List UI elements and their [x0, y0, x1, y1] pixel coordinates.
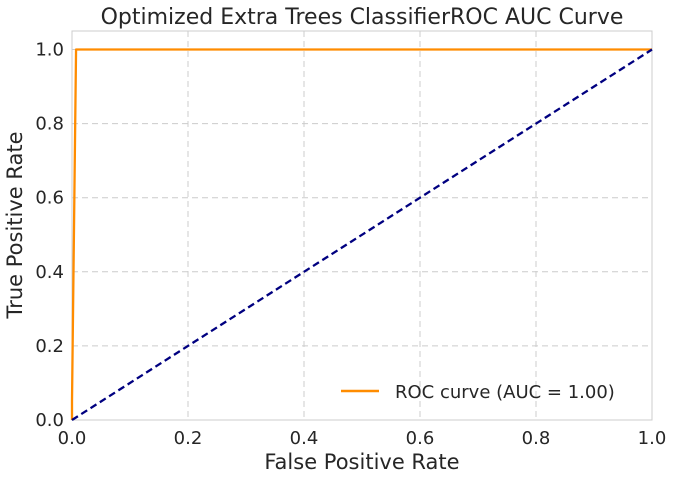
x-axis-label: False Positive Rate	[264, 450, 459, 474]
roc-curve-line	[70, 48, 652, 420]
tick-labels: 0.0 0.2 0.4 0.6 0.8 1.0 0.0 0.2 0.4 0.6 0.8 1.0	[35, 40, 666, 449]
y-tick-label: 0.2	[35, 336, 64, 357]
legend-label-roc: ROC curve (AUC = 1.00)	[395, 382, 615, 403]
y-axis-label: True Positive Rate	[3, 131, 27, 319]
y-tick-label: 0.8	[35, 114, 64, 135]
diagonal-reference-line	[71, 48, 653, 421]
y-tick-label: 0.6	[35, 188, 64, 209]
x-tick-label: 0.8	[522, 428, 551, 449]
x-tick-label: 0.2	[174, 428, 203, 449]
chart-title: Optimized Extra Trees ClassifierROC AUC …	[101, 5, 624, 30]
series-layer	[70, 48, 653, 421]
y-tick-label: 1.0	[35, 40, 64, 61]
grid	[72, 31, 652, 420]
x-tick-label: 0.4	[290, 428, 319, 449]
y-tick-label: 0.4	[35, 262, 64, 283]
plot-area	[71, 30, 653, 421]
x-tick-label: 1.0	[638, 428, 667, 449]
x-tick-label: 0.6	[406, 428, 435, 449]
y-tick-label: 0.0	[35, 410, 64, 431]
x-tick-label: 0.0	[58, 428, 87, 449]
legend: ROC curve (AUC = 1.00)	[341, 382, 615, 403]
